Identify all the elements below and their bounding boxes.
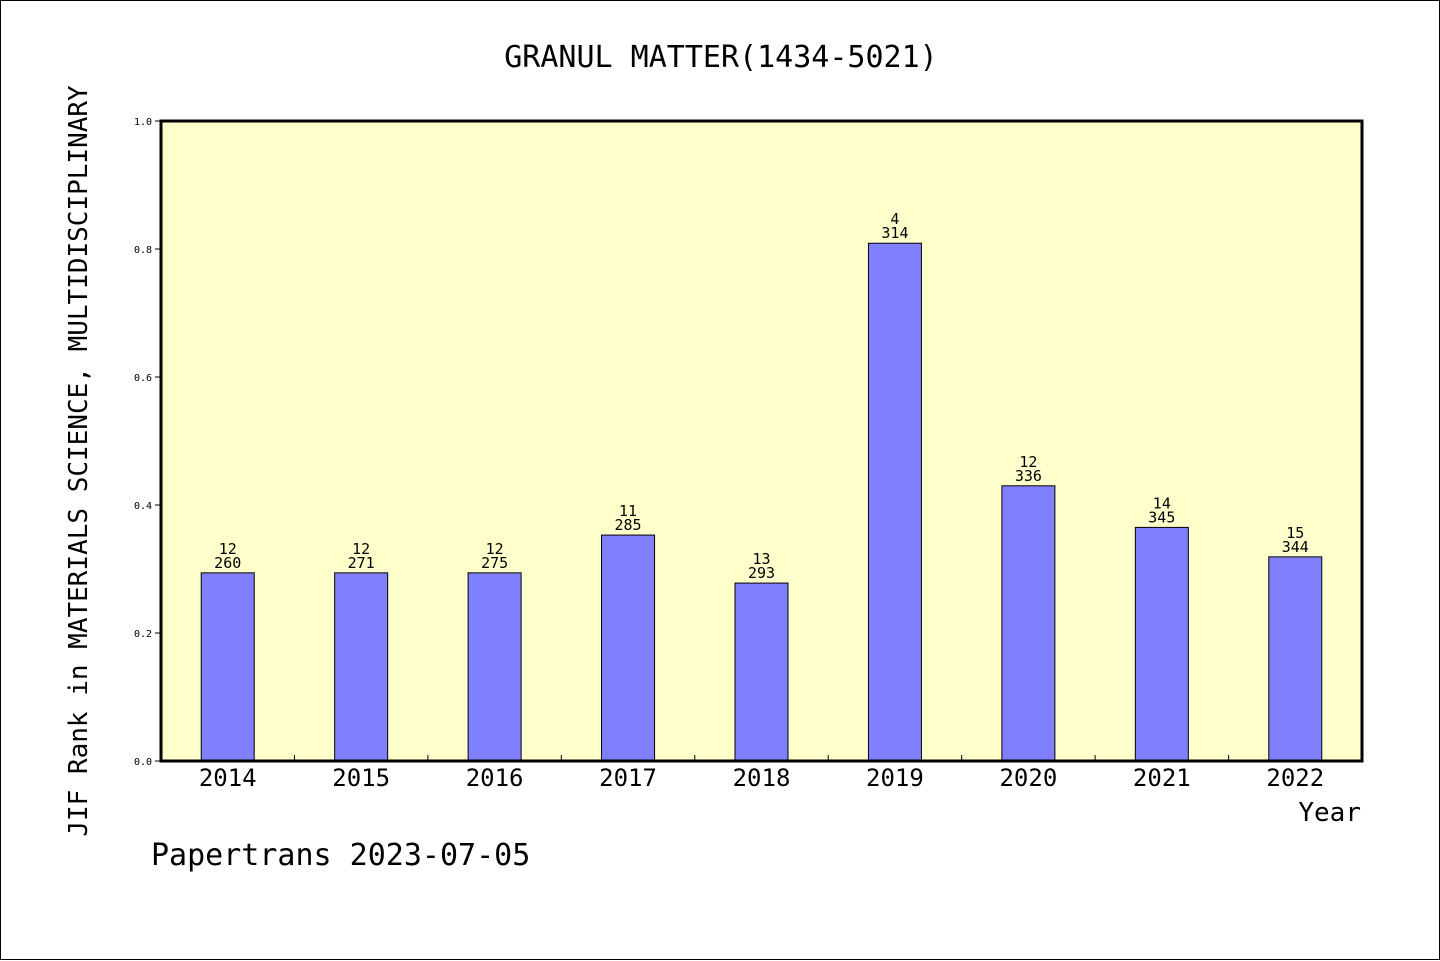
bar-total-label: 314 bbox=[881, 224, 908, 242]
x-tick-label: 2020 bbox=[999, 764, 1057, 792]
bar bbox=[1001, 485, 1056, 762]
bar-rank-label: 12 bbox=[219, 540, 237, 558]
bar-total-label: 345 bbox=[1148, 508, 1175, 526]
bar bbox=[334, 572, 389, 762]
y-tick-label: 0.8 bbox=[134, 245, 152, 256]
y-tick-label: 0.4 bbox=[134, 501, 152, 512]
bar-rank-label: 11 bbox=[619, 502, 637, 520]
bar-total-label: 260 bbox=[214, 554, 241, 572]
bar bbox=[1268, 556, 1323, 762]
x-tick-label: 2022 bbox=[1266, 764, 1324, 792]
y-tick-label: 1.0 bbox=[134, 117, 152, 128]
x-tick-label: 2017 bbox=[599, 764, 657, 792]
bar-rank-label: 14 bbox=[1153, 494, 1171, 512]
bar-rank-label: 13 bbox=[752, 550, 770, 568]
footer-credit: Papertrans 2023-07-05 bbox=[151, 838, 530, 873]
bars bbox=[200, 242, 1323, 762]
y-axis-ticks: 0.0 0.2 0.4 0.6 0.8 1.0 bbox=[134, 117, 161, 768]
bar-labels: 1226012271122751128513293431412336143451… bbox=[214, 210, 1309, 582]
bar-rank-label: 4 bbox=[890, 210, 899, 228]
bar-total-label: 275 bbox=[481, 554, 508, 572]
bar-rank-label: 12 bbox=[486, 540, 504, 558]
bar-rank-label: 12 bbox=[1019, 453, 1037, 471]
x-tick-label: 2015 bbox=[332, 764, 390, 792]
plot-border bbox=[159, 119, 1364, 763]
y-tick-label: 0.0 bbox=[134, 757, 152, 768]
y-tick-label: 0.6 bbox=[134, 373, 152, 384]
bar-total-label: 285 bbox=[615, 516, 642, 534]
bar-total-label: 293 bbox=[748, 564, 775, 582]
bar bbox=[467, 572, 522, 762]
x-tick-label: 2021 bbox=[1133, 764, 1191, 792]
bar-total-label: 271 bbox=[348, 554, 375, 572]
bar bbox=[734, 582, 789, 762]
bar-rank-label: 15 bbox=[1286, 524, 1304, 542]
x-axis-title: Year bbox=[1298, 798, 1361, 828]
chart-title: GRANUL MATTER(1434-5021) bbox=[504, 40, 937, 75]
bar bbox=[200, 572, 255, 762]
bar bbox=[601, 534, 656, 762]
x-tick-label: 2019 bbox=[866, 764, 924, 792]
y-tick-label: 0.2 bbox=[134, 629, 152, 640]
bar-rank-label: 12 bbox=[352, 540, 370, 558]
x-tick-label: 2014 bbox=[199, 764, 257, 792]
x-tick-label: 2016 bbox=[466, 764, 524, 792]
bar-total-label: 344 bbox=[1282, 538, 1309, 556]
x-axis-ticks: 2014 2015 2016 2017 2018 2019 2020 2021 2022 bbox=[199, 755, 1324, 792]
bar-total-label: 336 bbox=[1015, 467, 1042, 485]
bar bbox=[1134, 526, 1189, 762]
x-tick-label: 2018 bbox=[733, 764, 791, 792]
bar bbox=[867, 242, 922, 762]
y-axis-title: JIF Rank in MATERIALS SCIENCE, MULTIDISC… bbox=[64, 85, 94, 837]
